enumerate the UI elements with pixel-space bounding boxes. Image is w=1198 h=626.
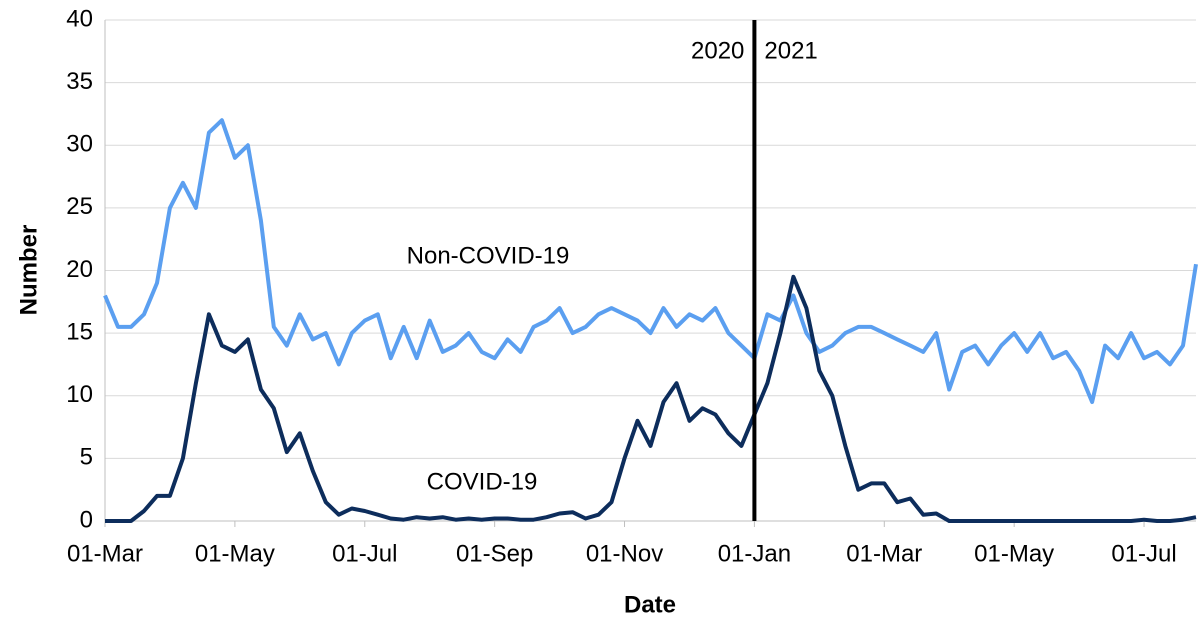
- y-tick-label: 5: [80, 444, 93, 471]
- x-tick-label: 01-Jan: [718, 540, 791, 567]
- x-tick-label: 01-Jul: [332, 540, 397, 567]
- y-tick-label: 0: [80, 506, 93, 533]
- series-line: [103, 118, 1198, 404]
- annotation: 2020: [691, 37, 744, 64]
- x-tick-label: 01-May: [974, 540, 1054, 567]
- y-tick-label: 25: [66, 193, 93, 220]
- y-tick-label: 30: [66, 131, 93, 158]
- series-label: COVID-19: [427, 468, 538, 495]
- x-tick-label: 01-Mar: [846, 540, 922, 567]
- y-tick-label: 40: [66, 5, 93, 32]
- series-label: Non-COVID-19: [407, 242, 570, 269]
- x-tick-label: 01-Sep: [456, 540, 533, 567]
- y-tick-label: 35: [66, 68, 93, 95]
- x-axis-label: Date: [624, 591, 676, 618]
- x-tick-label: 01-Nov: [586, 540, 663, 567]
- series-line: [105, 274, 1197, 523]
- y-tick-label: 20: [66, 256, 93, 283]
- annotation: 2021: [764, 37, 817, 64]
- x-tick-label: 01-May: [195, 540, 275, 567]
- x-tick-label: 01-Jul: [1111, 540, 1176, 567]
- y-axis-label: Number: [15, 225, 42, 316]
- y-tick-label: 10: [66, 381, 93, 408]
- x-tick-label: 01-Mar: [67, 540, 143, 567]
- y-tick-label: 15: [66, 318, 93, 345]
